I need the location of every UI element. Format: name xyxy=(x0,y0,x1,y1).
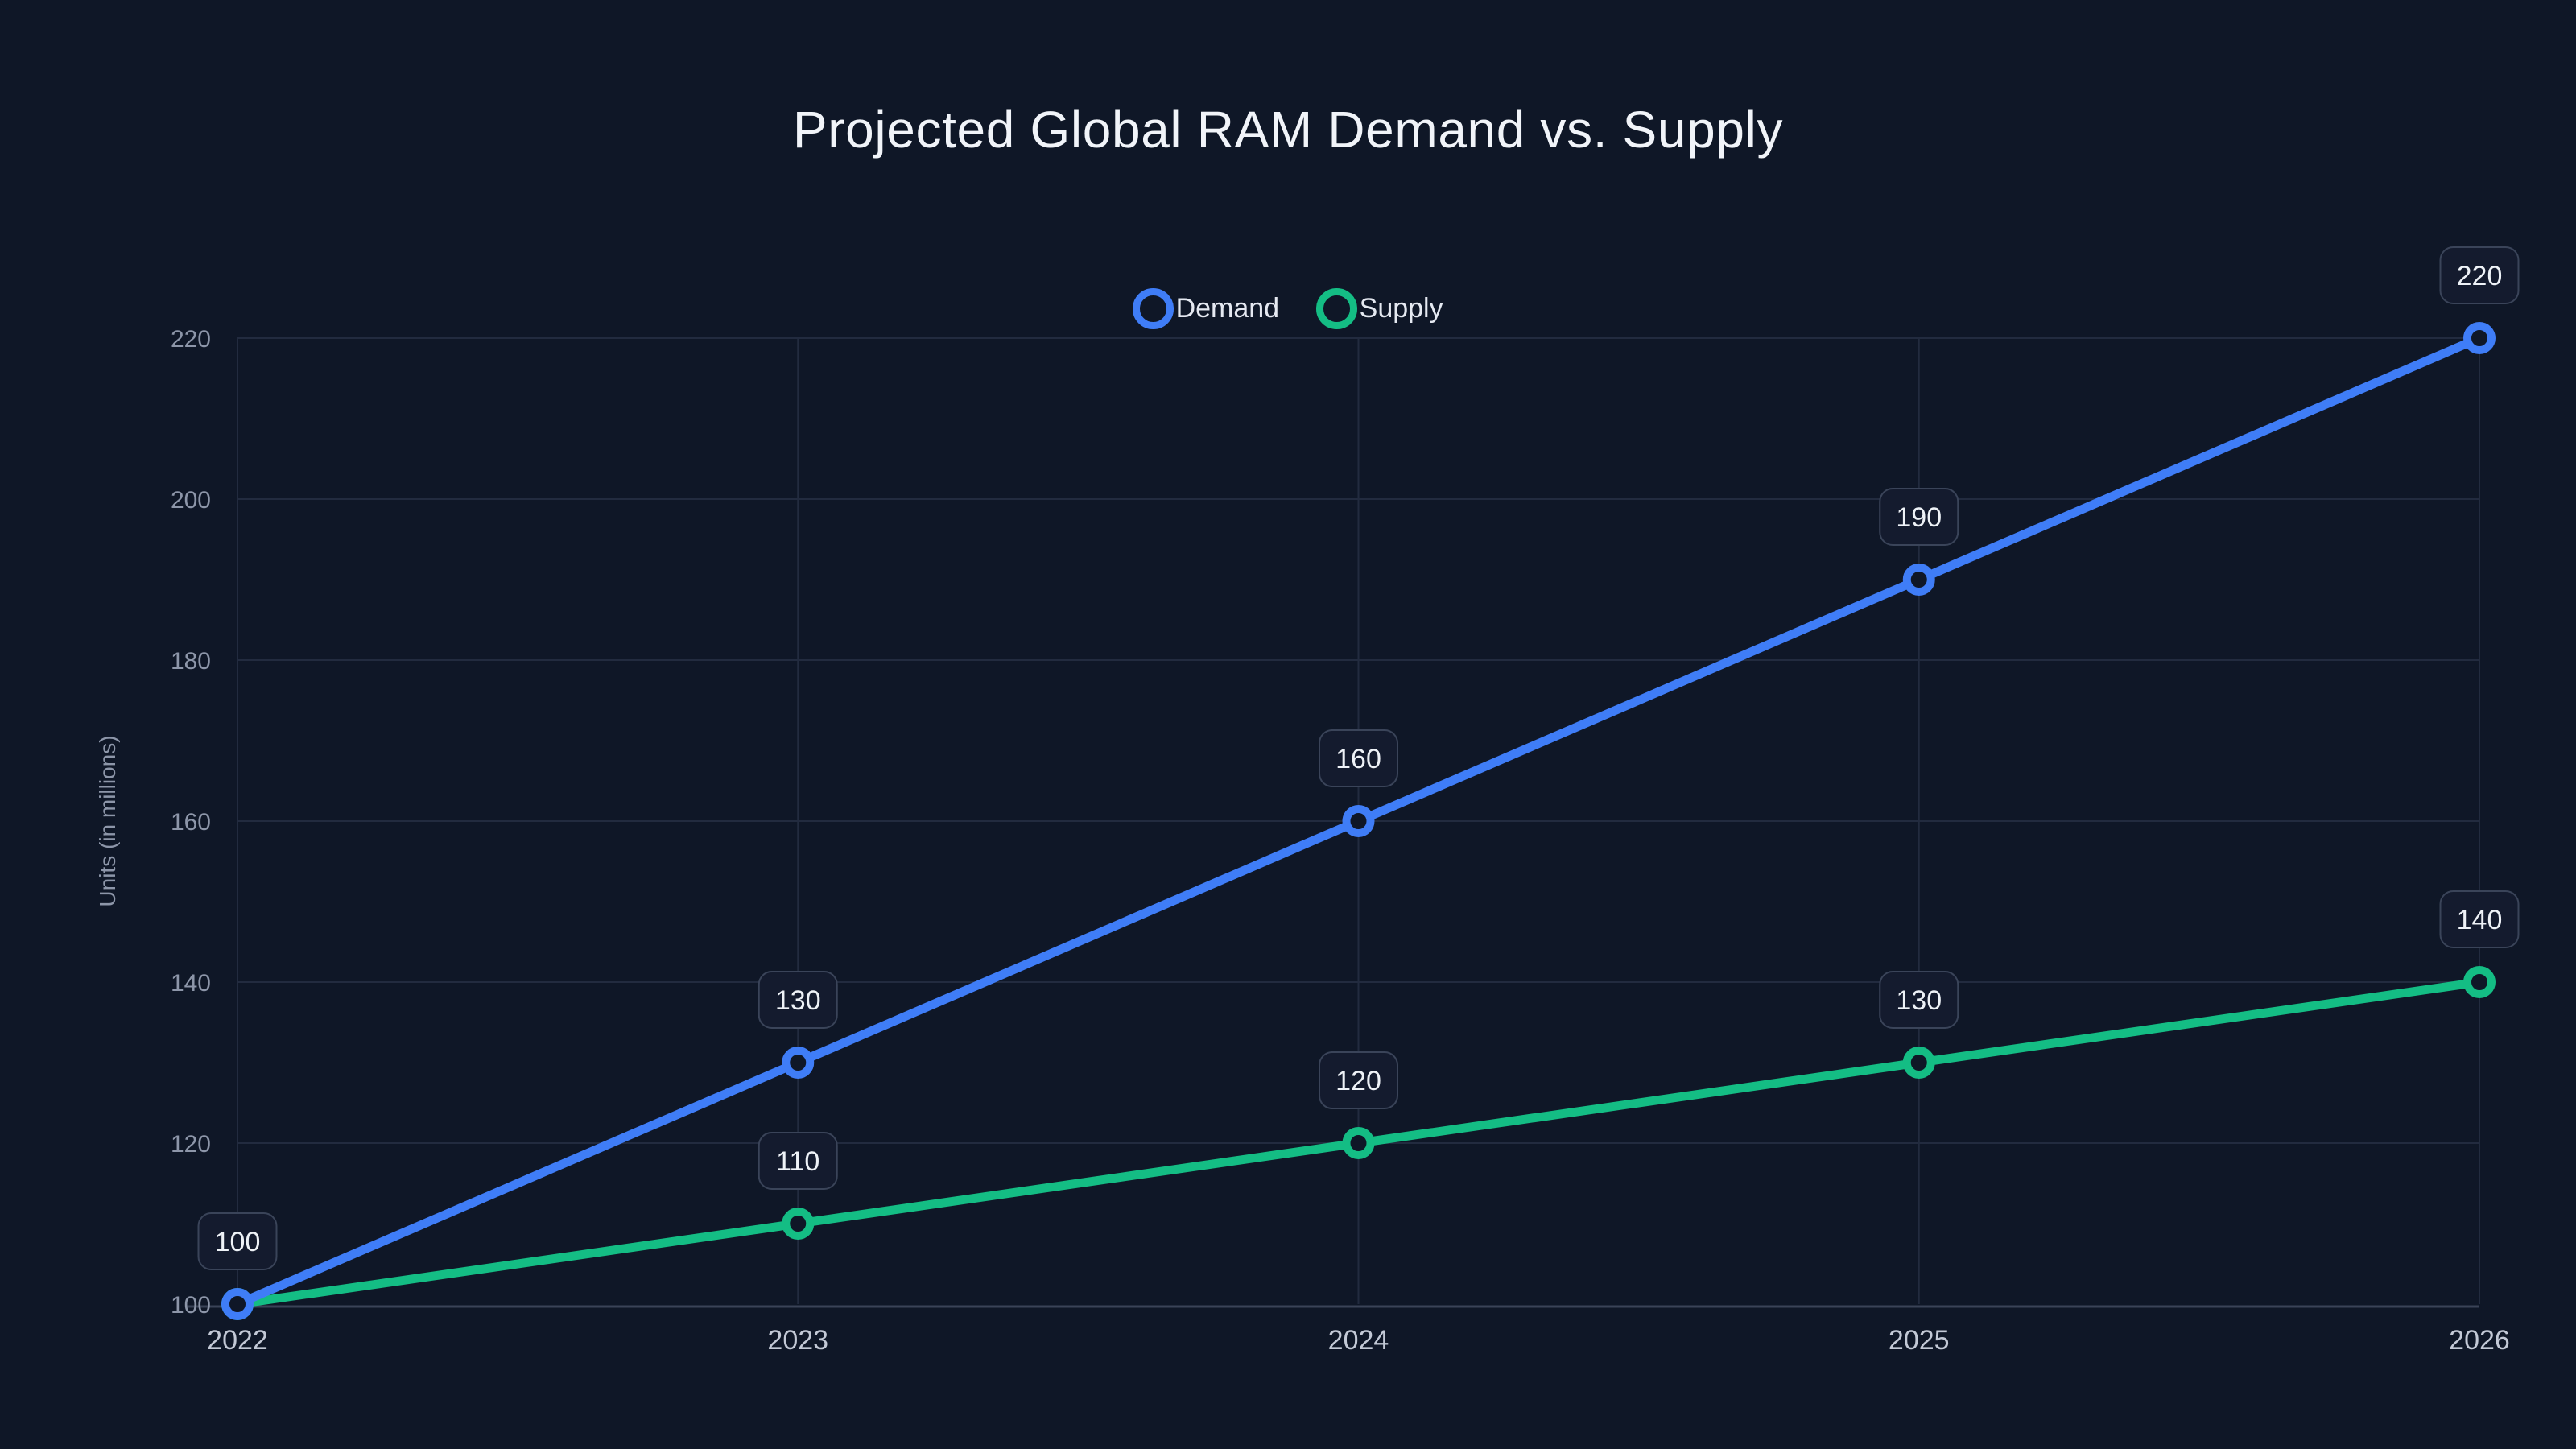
axis-ticks: 100 120 140 160 180 200 220 2022 2023 2024 2025 202… xyxy=(171,326,2510,1356)
x-tick-label: 2022 xyxy=(207,1325,268,1356)
point-label-box xyxy=(1879,488,1959,546)
y-tick-label: 180 xyxy=(171,648,211,675)
legend-item-demand[interactable]: Demand xyxy=(1133,288,1279,329)
data-point-supply[interactable] xyxy=(1902,1046,1935,1079)
y-tick-label: 140 xyxy=(171,970,211,997)
legend-ring-icon xyxy=(1316,288,1358,329)
point-label-box xyxy=(2439,890,2520,948)
y-tick-label: 100 xyxy=(171,1292,211,1319)
point-label-value: 130 xyxy=(1896,985,1942,1016)
x-tick-label: 2025 xyxy=(1889,1325,1950,1356)
y-axis-title: Units (in millions) xyxy=(95,735,120,906)
point-label-value: 120 xyxy=(1335,1066,1381,1096)
data-point-demand[interactable] xyxy=(221,1288,254,1320)
point-label-value: 100 xyxy=(215,1227,261,1257)
data-point-demand[interactable] xyxy=(782,1046,815,1079)
y-tick-label: 200 xyxy=(171,487,211,514)
x-tick-label: 2023 xyxy=(767,1325,828,1356)
point-labels: 100 130 160 190 220 110 120 130 140 xyxy=(197,246,2520,1270)
point-label-value: 220 xyxy=(2457,261,2503,291)
y-tick-label: 160 xyxy=(171,809,211,836)
point-label-box xyxy=(1319,1051,1398,1109)
x-tick-label: 2026 xyxy=(2449,1325,2510,1356)
point-label-box xyxy=(758,971,838,1029)
y-tick-label: 120 xyxy=(171,1131,211,1158)
point-label-box xyxy=(2439,246,2520,304)
y-tick-label: 220 xyxy=(171,326,211,353)
point-label-box xyxy=(758,1132,838,1190)
x-tick-label: 2024 xyxy=(1328,1325,1389,1356)
legend-label: Supply xyxy=(1359,293,1443,324)
data-point-supply[interactable] xyxy=(2463,966,2496,998)
point-label-value: 140 xyxy=(2457,905,2503,935)
chart-title: Projected Global RAM Demand vs. Supply xyxy=(792,101,1784,159)
data-point-demand[interactable] xyxy=(1342,805,1375,837)
legend: Demand Supply xyxy=(0,288,2576,329)
point-label-value: 190 xyxy=(1896,502,1942,533)
legend-label: Demand xyxy=(1175,293,1280,324)
data-series xyxy=(221,322,2496,1320)
point-label-value: 160 xyxy=(1335,744,1381,774)
data-point-demand[interactable] xyxy=(1902,564,1935,596)
point-label-box xyxy=(1879,971,1959,1029)
legend-ring-icon xyxy=(1133,288,1174,329)
point-label-box xyxy=(197,1212,278,1270)
point-label-box xyxy=(1319,729,1398,787)
data-point-demand[interactable] xyxy=(2463,322,2496,354)
data-point-supply[interactable] xyxy=(782,1208,815,1240)
point-label-value: 130 xyxy=(775,985,821,1016)
data-point-supply[interactable] xyxy=(1342,1127,1375,1159)
legend-item-supply[interactable]: Supply xyxy=(1316,288,1443,329)
point-label-value: 110 xyxy=(776,1146,819,1177)
